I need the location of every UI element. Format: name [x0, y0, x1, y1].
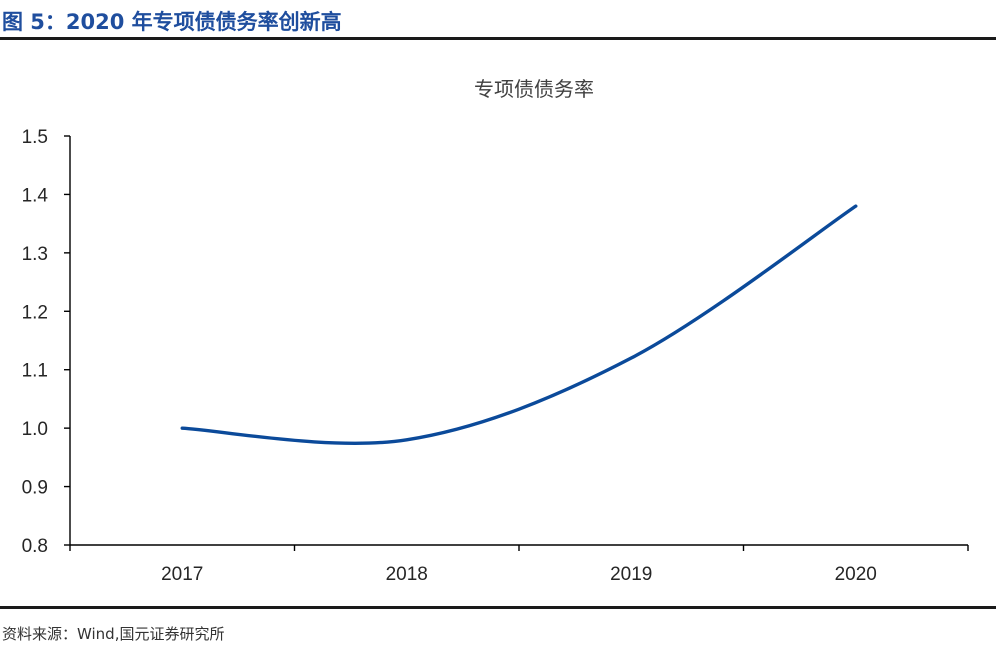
series-layer — [180, 204, 858, 445]
y-tick-label: 1.3 — [22, 244, 48, 265]
figure-title: 图 5：2020 年专项债债务率创新高 — [2, 10, 342, 34]
y-tick-label: 0.9 — [22, 478, 48, 499]
x-axis-ticks: 2017 2018 2019 2020 — [69, 545, 969, 585]
figure-header: 图 5：2020 年专项债债务率创新高 — [0, 0, 996, 40]
source-note: 资料来源：Wind,国元证券研究所 — [2, 625, 225, 643]
series-line — [180, 204, 858, 445]
x-tick-label: 2020 — [835, 564, 877, 585]
y-tick-label: 0.8 — [22, 536, 48, 557]
x-tick-label: 2018 — [386, 564, 428, 585]
y-tick-label: 1.4 — [22, 185, 49, 206]
x-tick-label: 2019 — [610, 564, 652, 585]
y-tick-label: 1.0 — [22, 419, 48, 440]
y-axis-ticks: 1.5 1.4 1.3 1.2 1.1 1.0 0.9 0.8 — [22, 127, 70, 557]
y-tick-label: 1.1 — [22, 361, 48, 382]
y-tick-label: 1.5 — [22, 127, 48, 148]
line-chart: 专项债债务率 1.5 1.4 1.3 1.2 1.1 1.0 0.9 0.8 2017 2018… — [22, 77, 969, 585]
figure-footer: 资料来源：Wind,国元证券研究所 — [0, 606, 996, 649]
chart-title: 专项债债务率 — [474, 77, 594, 101]
x-tick-label: 2017 — [161, 564, 203, 585]
y-tick-label: 1.2 — [22, 302, 48, 323]
